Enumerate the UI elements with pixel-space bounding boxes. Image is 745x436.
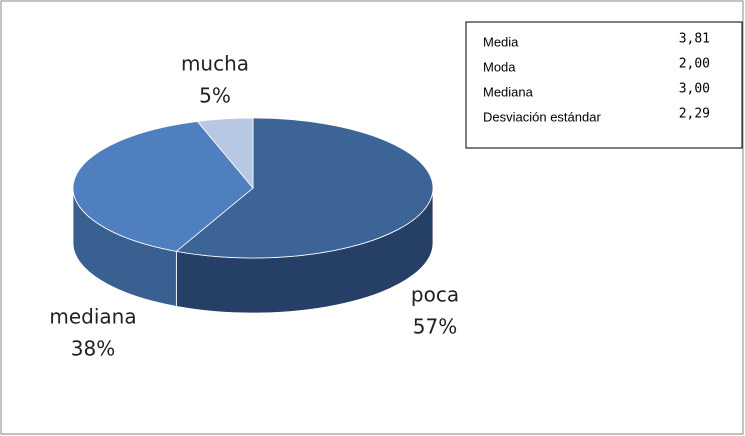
slice-label: poca (411, 283, 459, 307)
slice (196, 117, 254, 190)
stat-value: 3,00 (679, 82, 710, 97)
slice-label: mediana (49, 305, 136, 329)
stats-box (465, 21, 743, 149)
slice (72, 121, 254, 252)
stat-value: 2,29 (679, 107, 710, 122)
stat-name: Desviación estándar (483, 109, 601, 124)
stat-name: Mediana (483, 84, 534, 99)
stat-value: 2,00 (679, 57, 710, 72)
slice-label: mucha (181, 52, 249, 76)
stat-name: Media (483, 34, 519, 49)
slice-value-label: 57% (413, 315, 457, 339)
stat-name: Moda (483, 59, 516, 74)
slice (175, 117, 434, 259)
stat-value: 3,81 (679, 32, 710, 47)
slice-value-label: 38% (71, 337, 115, 361)
slice-value-label: 5% (199, 84, 231, 108)
